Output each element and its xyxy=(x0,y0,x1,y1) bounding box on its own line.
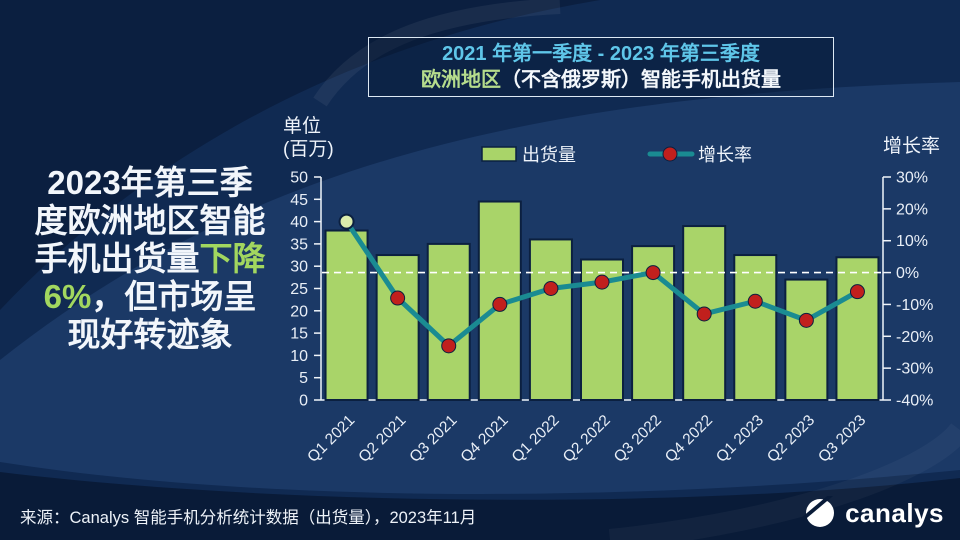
chart-title-box: 2021 年第一季度 - 2023 年第三季度 欧洲地区（不含俄罗斯）智能手机出… xyxy=(368,37,834,97)
headline-line: 2023年第三季 xyxy=(10,164,290,202)
growth-point-Q3-2022 xyxy=(645,265,661,281)
x-axis-label-Q1-2021: Q1 2021 xyxy=(304,412,358,466)
left-axis-tick-label: 40 xyxy=(290,214,308,231)
bar-Q3-2023 xyxy=(835,256,880,401)
left-axis-tick-label: 50 xyxy=(290,170,308,187)
headline-accent-segment: 下降 xyxy=(199,240,266,277)
x-axis-label-Q2-2022: Q2 2022 xyxy=(560,412,614,466)
headline-line: 手机出货量下降 xyxy=(10,240,290,278)
headline-segment: 现好转迹象 xyxy=(67,316,233,353)
left-axis-tick-label: 20 xyxy=(290,303,308,320)
bar-Q1-2021 xyxy=(324,229,369,401)
growth-point-Q2-2023 xyxy=(798,312,814,328)
right-axis-tick-label: 0% xyxy=(896,265,919,282)
canalys-wordmark: canalys xyxy=(845,497,944,528)
x-axis-label-Q1-2023: Q1 2023 xyxy=(713,412,767,466)
headline-line: 度欧洲地区智能 xyxy=(10,202,290,240)
growth-point-Q4-2021 xyxy=(492,296,508,312)
left-axis-tick-label: 5 xyxy=(299,370,308,387)
headline-line: 6%，但市场呈 xyxy=(10,278,290,316)
growth-point-Q1-2023 xyxy=(747,293,763,309)
x-axis-label-Q2-2021: Q2 2021 xyxy=(355,412,409,466)
x-axis-label-Q3-2022: Q3 2022 xyxy=(611,412,665,466)
left-axis-tick-label: 25 xyxy=(290,281,308,298)
left-axis-title-unit: (百万) xyxy=(283,139,334,160)
source-note: 来源：Canalys 智能手机分析统计数据（出货量），2023年11月 xyxy=(20,509,477,527)
right-axis-tick-label: 20% xyxy=(896,201,928,218)
growth-point-Q3-2021 xyxy=(441,338,457,354)
x-axis-label-Q1-2022: Q1 2022 xyxy=(509,412,563,466)
x-axis-label-Q3-2021: Q3 2021 xyxy=(406,412,460,466)
left-axis-tick-label: 35 xyxy=(290,236,308,253)
right-axis-tick-label: -20% xyxy=(896,329,933,346)
left-axis-tick-label: 15 xyxy=(290,326,308,343)
legend-label-shipments: 出货量 xyxy=(522,145,576,165)
left-axis-title: 单位 xyxy=(283,115,321,137)
headline-segment: 2023年第三季 xyxy=(47,164,253,201)
headline-segment: ，但市场呈 xyxy=(91,278,257,315)
right-axis-title: 增长率 xyxy=(883,135,940,157)
left-axis-tick-label: 30 xyxy=(290,259,308,276)
right-axis-tick-label: -10% xyxy=(896,297,933,314)
bar-Q1-2023 xyxy=(733,254,778,401)
growth-point-Q1-2021 xyxy=(338,213,355,230)
chart-title-period: 2021 年第一季度 - 2023 年第三季度 xyxy=(442,43,760,65)
right-axis-tick-label: 10% xyxy=(896,233,928,250)
chart-title-rest: （不含俄罗斯）智能手机出货量 xyxy=(501,69,781,91)
headline-text: 2023年第三季 度欧洲地区智能 手机出货量下降 6%，但市场呈 现好转迹象 xyxy=(10,164,290,354)
legend-dot-growth xyxy=(662,146,678,162)
growth-point-Q3-2023 xyxy=(849,284,865,300)
right-axis-tick-label: -40% xyxy=(896,393,933,410)
x-axis-label-Q2-2023: Q2 2023 xyxy=(764,412,818,466)
left-axis-tick-label: 0 xyxy=(299,393,308,410)
growth-point-Q4-2022 xyxy=(696,306,712,322)
canalys-logo-icon xyxy=(803,496,835,527)
growth-point-Q1-2022 xyxy=(543,281,559,296)
right-axis-tick-label: 30% xyxy=(896,170,928,187)
x-axis-label-Q4-2022: Q4 2022 xyxy=(662,412,716,466)
left-axis-tick-label: 45 xyxy=(290,192,308,209)
x-axis-label-Q4-2021: Q4 2021 xyxy=(458,412,512,466)
canalys-logo: canalys xyxy=(803,496,944,530)
growth-point-Q2-2022 xyxy=(594,274,610,290)
bar-Q3-2021 xyxy=(426,242,471,401)
growth-point-Q2-2021 xyxy=(390,290,406,306)
shipments-growth-chart: 单位 (百万) 增长率 出货量 增长率 0 5 10 15 20 25 30 35 40 45 50 30% 20… xyxy=(270,100,960,500)
legend-swatch-shipments xyxy=(481,146,517,162)
headline-segment: 度欧洲地区智能 xyxy=(34,202,266,239)
left-axis-tick-label: 10 xyxy=(290,348,308,365)
headline-accent-segment: 6% xyxy=(43,278,92,315)
right-axis-tick-label: -30% xyxy=(896,361,933,378)
x-axis-label-Q3-2023: Q3 2023 xyxy=(815,412,869,466)
headline-segment: 手机出货量 xyxy=(34,240,200,277)
chart-title-region: 欧洲地区 xyxy=(421,69,501,91)
legend-label-growth: 增长率 xyxy=(698,145,752,165)
bar-Q1-2022 xyxy=(528,238,573,401)
headline-line: 现好转迹象 xyxy=(10,316,290,354)
bar-Q2-2023 xyxy=(784,278,829,401)
chart-title-subject: 欧洲地区（不含俄罗斯）智能手机出货量 xyxy=(369,67,833,93)
